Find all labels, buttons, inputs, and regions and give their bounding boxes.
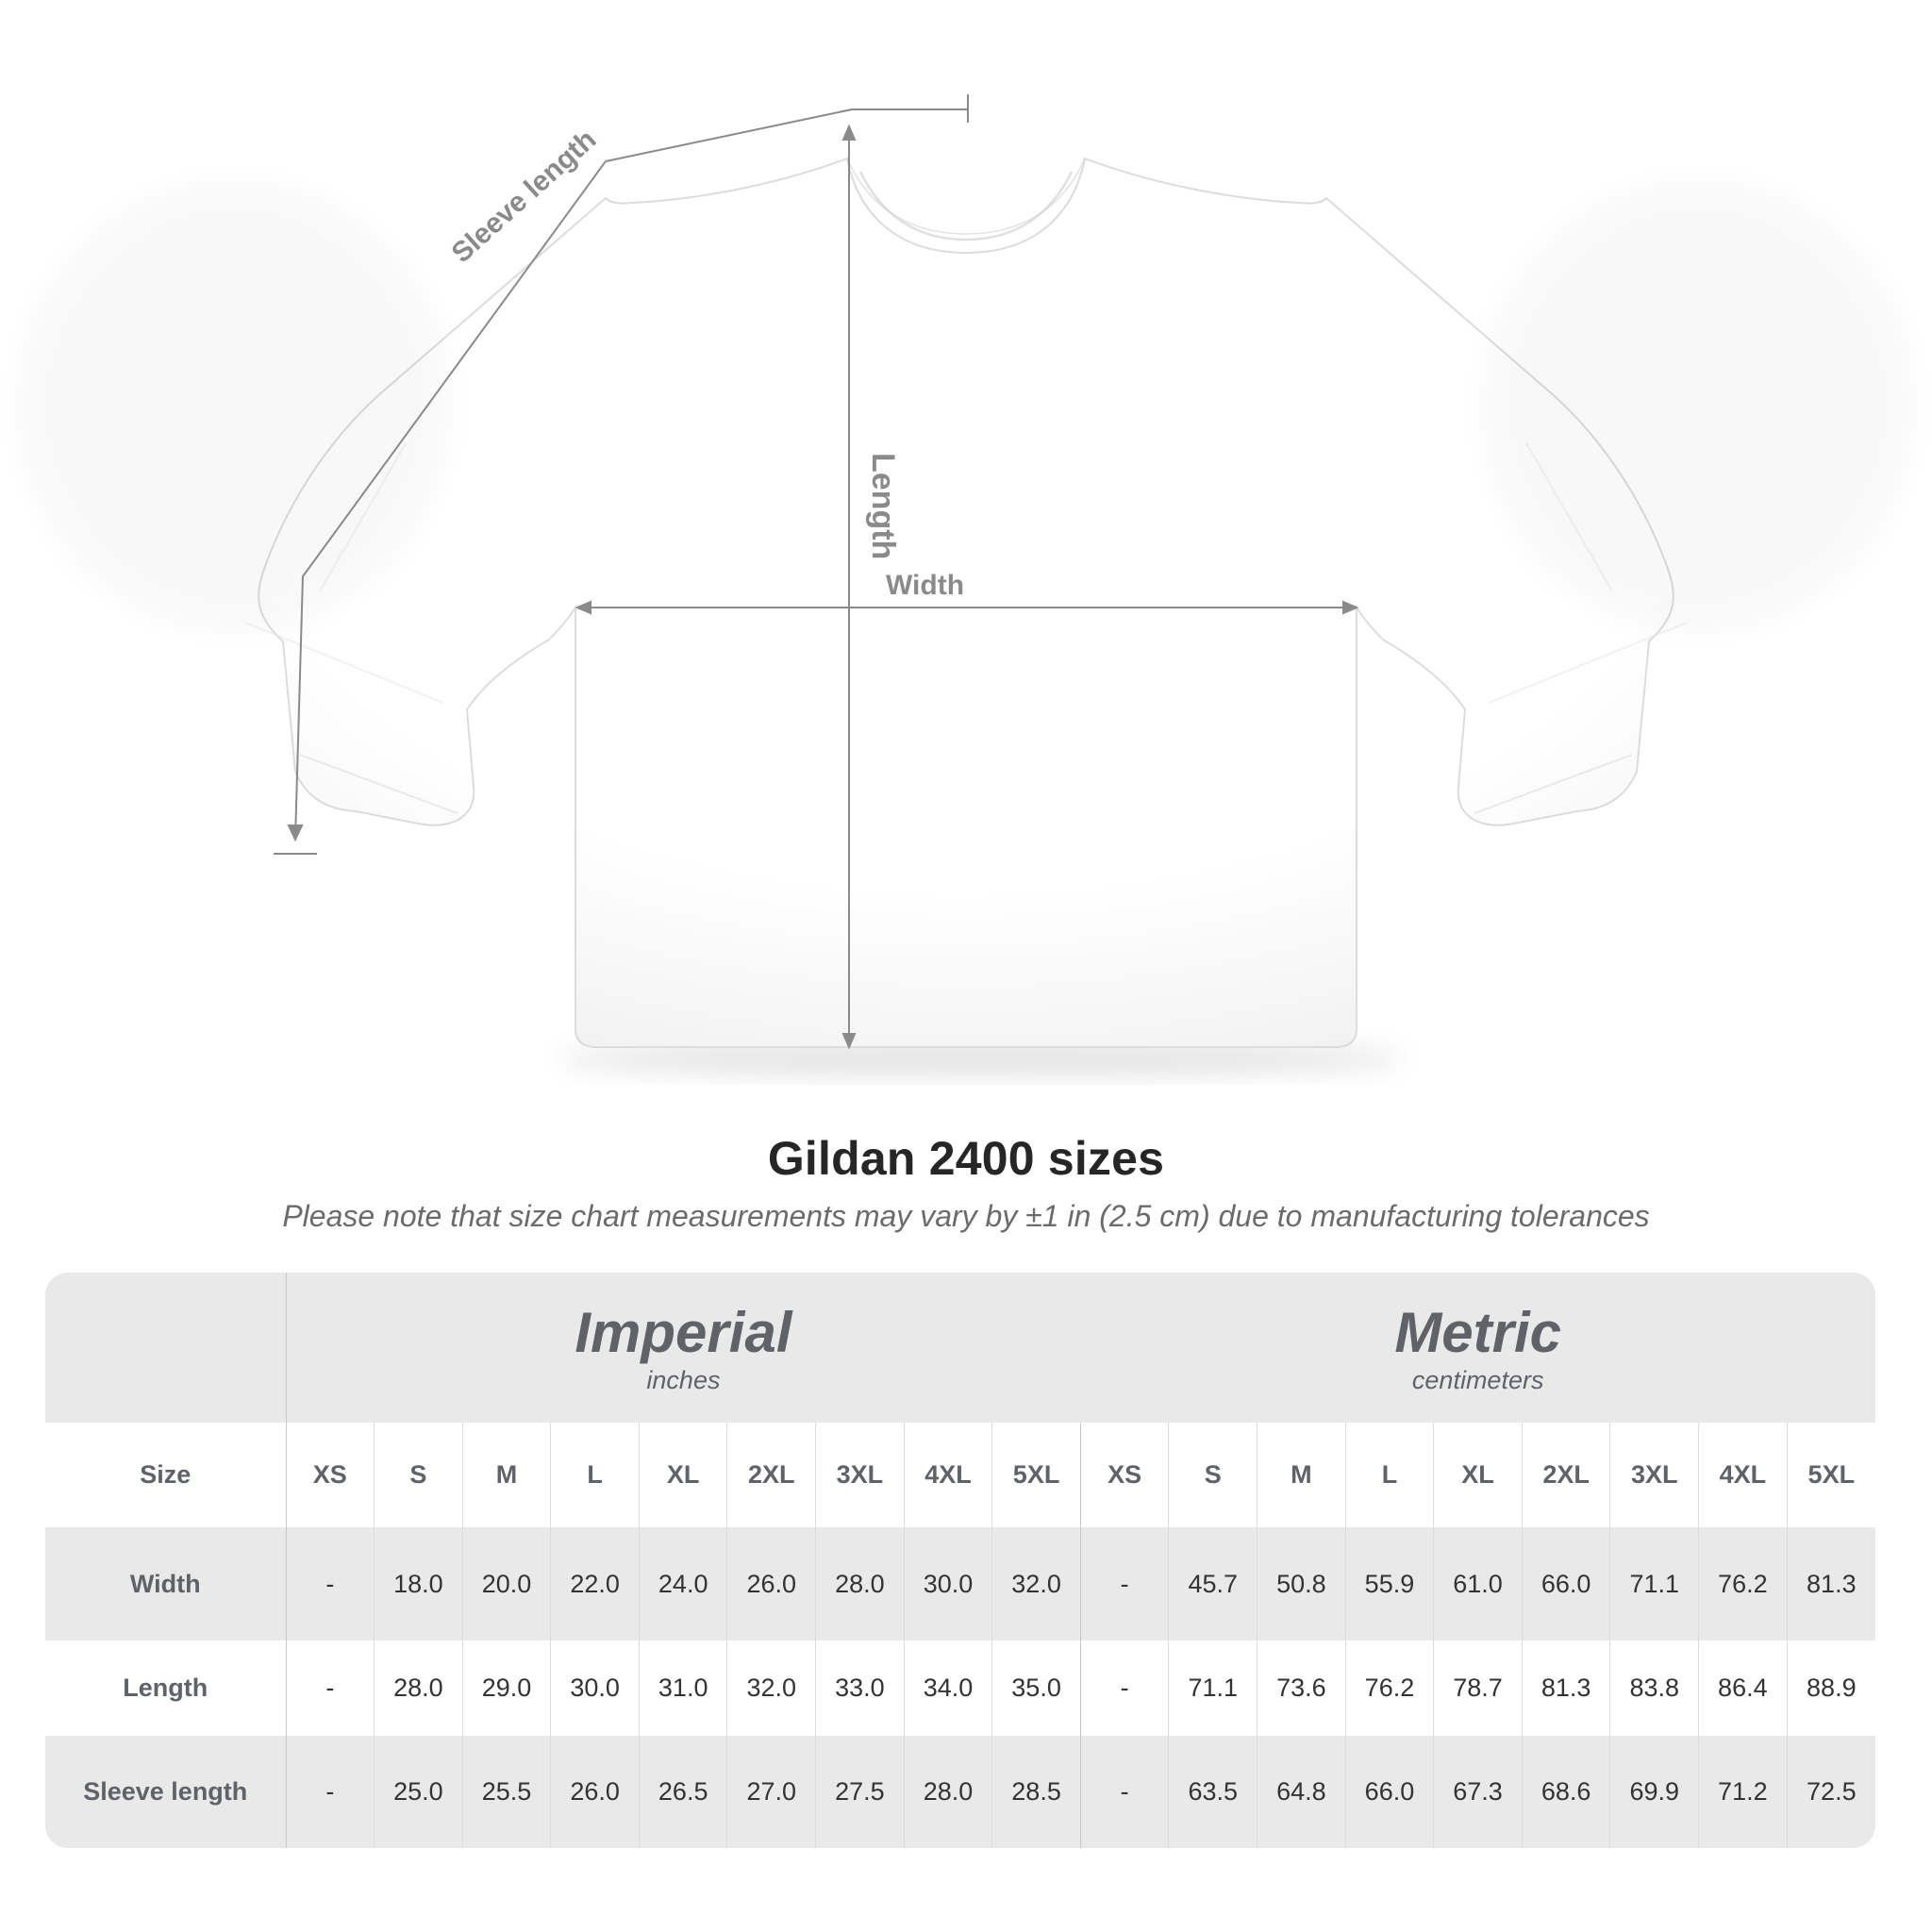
- svg-text:Sleeve length: Sleeve length: [446, 124, 603, 269]
- svg-text:Length: Length: [865, 453, 901, 559]
- svg-text:Width: Width: [886, 570, 964, 601]
